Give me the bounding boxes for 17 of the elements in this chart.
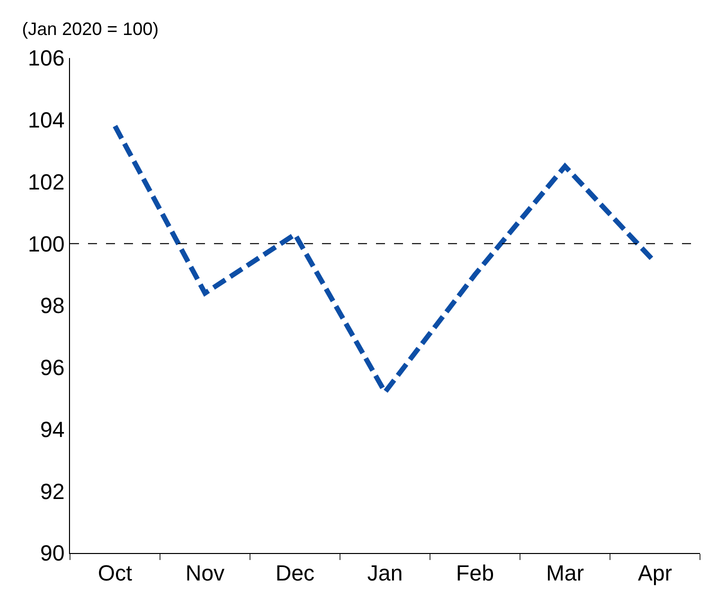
y-tick-label: 96 <box>40 355 65 380</box>
y-tick-label: 98 <box>40 293 65 318</box>
x-tick-label: Dec <box>275 560 315 586</box>
y-tick-label: 102 <box>28 169 65 194</box>
x-tick-label: Jan <box>367 560 403 586</box>
x-tick-label: Feb <box>456 560 494 586</box>
y-tick-label: 104 <box>28 108 65 133</box>
x-tick-label: Apr <box>638 560 672 586</box>
y-tick-label: 92 <box>40 478 65 504</box>
x-tick-label: Oct <box>98 560 132 586</box>
x-tick-label: Nov <box>185 560 225 586</box>
y-tick-label: 94 <box>40 416 65 442</box>
x-tick-label: Mar <box>546 560 584 586</box>
y-tick-label: 106 <box>28 46 65 71</box>
y-tick-label: 90 <box>40 540 65 566</box>
y-axis-title: (Jan 2020 = 100) <box>22 19 159 39</box>
y-tick-label: 100 <box>28 231 65 256</box>
